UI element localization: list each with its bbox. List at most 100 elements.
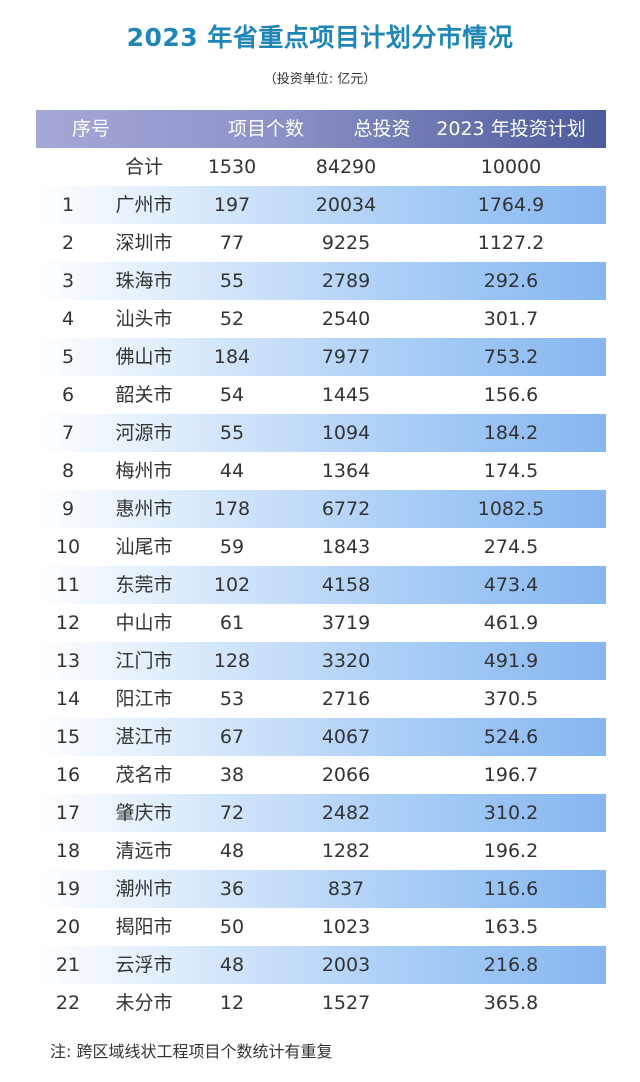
plan-2023: 301.7: [483, 308, 539, 330]
total-investment: 9225: [321, 232, 371, 254]
plan-2023: 196.2: [483, 840, 539, 862]
table-row: 21 云浮市 48 2003 216.8: [36, 946, 606, 984]
row-index: 10: [55, 536, 81, 558]
project-count: 38: [219, 764, 245, 786]
total-investment: 2716: [321, 688, 371, 710]
city-name: 汕头市: [115, 308, 173, 330]
total-plan: 10000: [480, 156, 542, 178]
city-name: 阳江市: [115, 688, 173, 710]
total-investment: 1282: [321, 840, 371, 862]
row-index: 17: [55, 802, 81, 824]
table-row: 5 佛山市 184 7977 753.2: [36, 338, 606, 376]
row-index: 21: [55, 954, 81, 976]
plan-2023: 116.6: [483, 878, 539, 900]
table-row: 4 汕头市 52 2540 301.7: [36, 300, 606, 338]
total-investment: 1364: [321, 460, 371, 482]
project-count: 50: [219, 916, 245, 938]
row-index: 14: [55, 688, 81, 710]
project-count: 48: [219, 840, 245, 862]
total-investment: 7977: [321, 346, 371, 368]
plan-2023: 473.4: [483, 574, 539, 596]
total-investment: 3320: [321, 650, 371, 672]
total-investment: 20034: [315, 194, 377, 216]
row-index: 6: [61, 384, 75, 406]
total-investment: 1445: [321, 384, 371, 406]
plan-2023: 370.5: [483, 688, 539, 710]
plan-2023: 1082.5: [477, 498, 545, 520]
row-index: 7: [61, 422, 75, 444]
total-investment: 6772: [321, 498, 371, 520]
project-count: 55: [219, 422, 245, 444]
project-count: 52: [219, 308, 245, 330]
header-index: 序号: [72, 118, 111, 140]
footnote: 注: 跨区域线状工程项目个数统计有重复: [50, 1042, 333, 1061]
header-plan: 2023 年投资计划: [436, 118, 586, 140]
plan-2023: 461.9: [483, 612, 539, 634]
table-row: 22 未分市 12 1527 365.8: [36, 984, 606, 1022]
row-index: 1: [61, 194, 75, 216]
project-count: 12: [219, 992, 245, 1014]
plan-2023: 365.8: [483, 992, 539, 1014]
project-count: 102: [213, 574, 251, 596]
table-row: 8 梅州市 44 1364 174.5: [36, 452, 606, 490]
project-count: 178: [213, 498, 251, 520]
total-investment: 1527: [321, 992, 371, 1014]
row-index: 8: [61, 460, 75, 482]
total-investment: 1023: [321, 916, 371, 938]
row-index: 18: [55, 840, 81, 862]
table-row: 10 汕尾市 59 1843 274.5: [36, 528, 606, 566]
total-investment: 2066: [321, 764, 371, 786]
table-row: 19 潮州市 36 837 116.6: [36, 870, 606, 908]
table-row: 3 珠海市 55 2789 292.6: [36, 262, 606, 300]
table-row: 17 肇庆市 72 2482 310.2: [36, 794, 606, 832]
plan-2023: 163.5: [483, 916, 539, 938]
row-index: 20: [55, 916, 81, 938]
city-name: 东莞市: [115, 574, 173, 596]
total-investment: 2003: [321, 954, 371, 976]
project-count: 77: [219, 232, 245, 254]
table-row: 2 深圳市 77 9225 1127.2: [36, 224, 606, 262]
project-count: 53: [219, 688, 245, 710]
row-index: 19: [55, 878, 81, 900]
row-index: 3: [61, 270, 75, 292]
city-name: 江门市: [115, 650, 173, 672]
plan-2023: 174.5: [483, 460, 539, 482]
row-index: 13: [55, 650, 81, 672]
plan-2023: 1764.9: [477, 194, 545, 216]
city-name: 揭阳市: [115, 916, 173, 938]
total-investment: 4067: [321, 726, 371, 748]
plan-2023: 310.2: [483, 802, 539, 824]
row-index: 22: [55, 992, 81, 1014]
header-total: 总投资: [353, 118, 411, 140]
city-name: 惠州市: [115, 498, 173, 520]
plan-2023: 196.7: [483, 764, 539, 786]
project-count: 128: [213, 650, 251, 672]
plan-2023: 524.6: [483, 726, 539, 748]
total-investment: 2540: [321, 308, 371, 330]
table-row: 14 阳江市 53 2716 370.5: [36, 680, 606, 718]
row-index: 4: [61, 308, 75, 330]
plan-2023: 491.9: [483, 650, 539, 672]
city-name: 广州市: [115, 194, 173, 216]
table-row: 20 揭阳市 50 1023 163.5: [36, 908, 606, 946]
table-header: 序号 项目个数 总投资 2023 年投资计划: [36, 110, 606, 148]
row-index: 9: [61, 498, 75, 520]
row-index: 2: [61, 232, 75, 254]
table-row: 13 江门市 128 3320 491.9: [36, 642, 606, 680]
table-row: 1 广州市 197 20034 1764.9: [36, 186, 606, 224]
total-investment: 1843: [321, 536, 371, 558]
page-title: 2023 年省重点项目计划分市情况: [126, 23, 514, 52]
city-name: 河源市: [115, 422, 173, 444]
city-name: 茂名市: [115, 764, 173, 786]
city-name: 梅州市: [115, 460, 173, 482]
plan-2023: 156.6: [483, 384, 539, 406]
city-name: 湛江市: [115, 726, 173, 748]
city-name: 珠海市: [115, 270, 173, 292]
total-row: 合计 1530 84290 10000: [36, 148, 606, 186]
plan-2023: 753.2: [483, 346, 539, 368]
table-row: 11 东莞市 102 4158 473.4: [36, 566, 606, 604]
total-investment: 837: [327, 878, 365, 900]
row-index: 5: [61, 346, 75, 368]
row-index: 12: [55, 612, 81, 634]
total-investment: 3719: [321, 612, 371, 634]
